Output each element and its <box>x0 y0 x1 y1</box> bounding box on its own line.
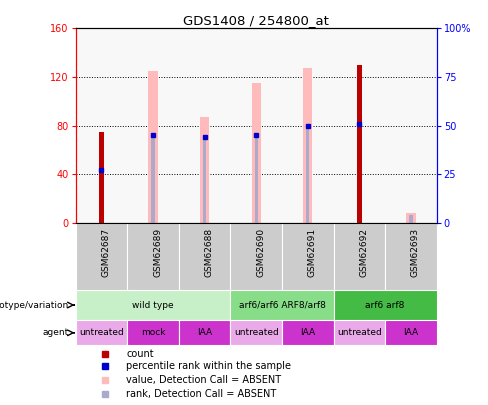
Bar <box>151 135 155 223</box>
Title: GDS1408 / 254800_at: GDS1408 / 254800_at <box>183 14 329 27</box>
Text: GSM62689: GSM62689 <box>153 228 162 277</box>
Bar <box>230 223 282 290</box>
Bar <box>303 68 312 223</box>
Bar <box>334 290 437 320</box>
Bar <box>127 223 179 290</box>
Text: arf6 arf8: arf6 arf8 <box>366 301 405 309</box>
Text: IAA: IAA <box>300 328 315 337</box>
Bar <box>127 320 179 345</box>
Text: arf6/arf6 ARF8/arf8: arf6/arf6 ARF8/arf8 <box>239 301 325 309</box>
Bar <box>306 126 309 223</box>
Text: untreated: untreated <box>337 328 382 337</box>
Bar <box>203 137 206 223</box>
Bar <box>99 132 104 223</box>
Bar <box>407 213 416 223</box>
Text: agent: agent <box>42 328 68 337</box>
Text: rank, Detection Call = ABSENT: rank, Detection Call = ABSENT <box>126 389 276 399</box>
Bar <box>282 320 334 345</box>
Text: genotype/variation: genotype/variation <box>0 301 68 309</box>
Bar <box>385 223 437 290</box>
Bar <box>230 320 282 345</box>
Bar <box>357 65 362 223</box>
Text: untreated: untreated <box>234 328 279 337</box>
Bar <box>76 223 127 290</box>
Text: GSM62693: GSM62693 <box>411 228 420 277</box>
Bar <box>255 135 258 223</box>
Text: value, Detection Call = ABSENT: value, Detection Call = ABSENT <box>126 375 281 385</box>
Text: IAA: IAA <box>197 328 212 337</box>
Text: percentile rank within the sample: percentile rank within the sample <box>126 362 291 371</box>
Bar <box>76 320 127 345</box>
Bar <box>251 83 261 223</box>
Bar <box>200 117 209 223</box>
Text: mock: mock <box>141 328 165 337</box>
Bar <box>334 320 385 345</box>
Text: GSM62690: GSM62690 <box>256 228 265 277</box>
Text: count: count <box>126 349 154 359</box>
Bar <box>334 223 385 290</box>
Bar <box>230 290 334 320</box>
Bar <box>179 320 230 345</box>
Bar <box>148 71 158 223</box>
Bar <box>385 320 437 345</box>
Text: wild type: wild type <box>132 301 174 309</box>
Bar <box>179 223 230 290</box>
Bar <box>282 223 334 290</box>
Text: IAA: IAA <box>404 328 419 337</box>
Text: untreated: untreated <box>79 328 124 337</box>
Text: GSM62688: GSM62688 <box>204 228 214 277</box>
Text: GSM62692: GSM62692 <box>359 228 368 277</box>
Text: GSM62691: GSM62691 <box>308 228 317 277</box>
Text: GSM62687: GSM62687 <box>102 228 110 277</box>
Bar <box>409 215 412 223</box>
Bar <box>76 290 230 320</box>
